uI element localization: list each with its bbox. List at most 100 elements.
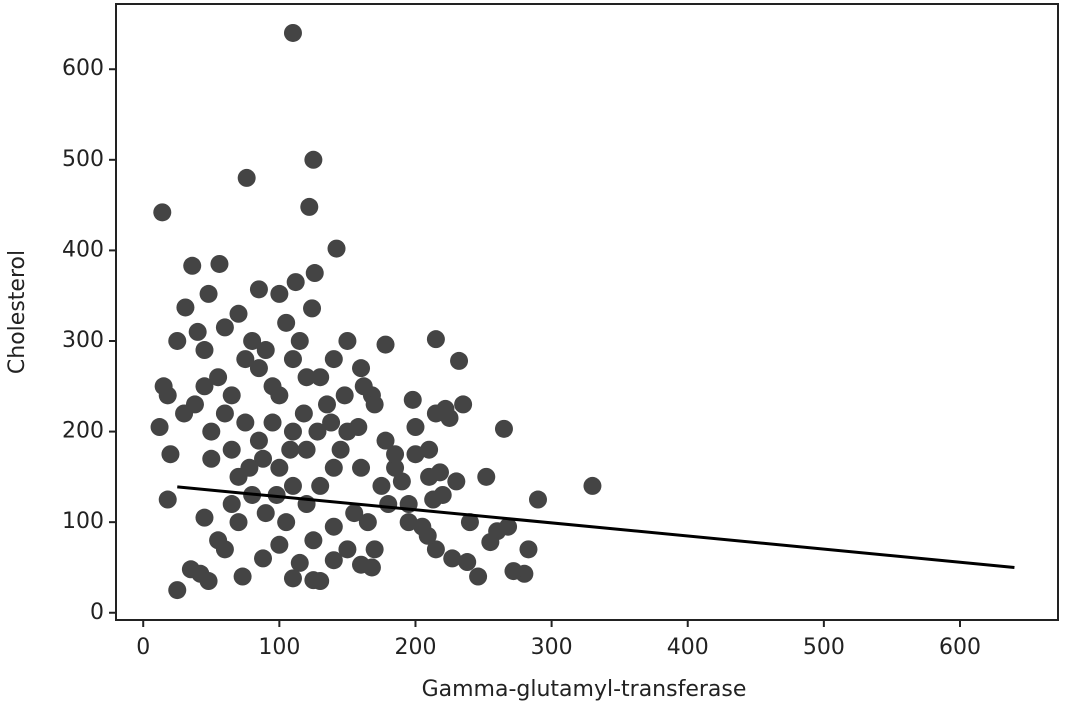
point (215, 318, 234, 337)
point (222, 495, 241, 514)
point (168, 581, 187, 600)
point (447, 472, 466, 491)
point (237, 168, 256, 187)
point (403, 390, 422, 409)
point (324, 551, 343, 570)
point (335, 386, 354, 405)
point (297, 368, 316, 387)
point (281, 440, 300, 459)
point (195, 377, 214, 396)
point (233, 567, 252, 586)
point (283, 476, 302, 495)
point (352, 359, 371, 378)
x-tick-label: 600 (939, 635, 981, 660)
point (304, 531, 323, 550)
point (443, 549, 462, 568)
point (338, 422, 357, 441)
x-tick-label: 300 (531, 635, 573, 660)
point (303, 299, 322, 318)
point (168, 331, 187, 350)
point (236, 350, 255, 369)
point (354, 377, 373, 396)
point (222, 440, 241, 459)
x-tick-label: 400 (667, 635, 709, 660)
point (311, 572, 330, 591)
point (300, 197, 319, 216)
point (153, 203, 172, 222)
point (317, 395, 336, 414)
point (256, 504, 275, 523)
point (158, 386, 177, 405)
point (338, 540, 357, 559)
point (222, 386, 241, 405)
y-tick-label: 600 (62, 56, 104, 81)
point (249, 359, 268, 378)
point (488, 522, 507, 541)
point (311, 368, 330, 387)
point (365, 395, 384, 414)
point (254, 449, 273, 468)
fit-line (177, 485, 1015, 569)
point (277, 513, 296, 532)
point (528, 490, 547, 509)
point (519, 540, 538, 559)
point (362, 558, 381, 577)
point (283, 23, 302, 42)
point (406, 418, 425, 437)
point (352, 458, 371, 477)
point (195, 508, 214, 527)
point (158, 490, 177, 509)
point (379, 495, 398, 514)
point (209, 368, 228, 387)
x-tick-label: 0 (136, 635, 150, 660)
y-tick-label: 400 (62, 237, 104, 262)
point (433, 485, 452, 504)
y-tick-label: 200 (62, 419, 104, 444)
point (195, 341, 214, 360)
point (270, 535, 289, 554)
point (294, 404, 313, 423)
point (254, 549, 273, 568)
point (236, 413, 255, 432)
point (324, 517, 343, 536)
point (150, 418, 169, 437)
point (454, 395, 473, 414)
point (420, 467, 439, 486)
point (283, 422, 302, 441)
point (188, 322, 207, 341)
point (469, 567, 488, 586)
point (270, 284, 289, 303)
point (176, 298, 195, 317)
point (406, 445, 425, 464)
point (324, 350, 343, 369)
point (426, 404, 445, 423)
point (249, 431, 268, 450)
point (270, 458, 289, 477)
point (386, 445, 405, 464)
point (199, 572, 218, 591)
point (202, 422, 221, 441)
point (277, 313, 296, 332)
point (263, 413, 282, 432)
x-tick-label: 500 (803, 635, 845, 660)
x-tick-label: 200 (394, 635, 436, 660)
point (392, 472, 411, 491)
point (290, 553, 309, 572)
point (331, 440, 350, 459)
point (249, 280, 268, 299)
point (345, 504, 364, 523)
y-tick-label: 500 (62, 147, 104, 172)
point (229, 304, 248, 323)
point (240, 458, 259, 477)
point (458, 553, 477, 572)
point (229, 513, 248, 532)
y-tick-label: 0 (90, 600, 104, 625)
point (338, 331, 357, 350)
point (202, 449, 221, 468)
point (386, 458, 405, 477)
point (450, 351, 469, 370)
y-tick-label: 300 (62, 328, 104, 353)
point (297, 440, 316, 459)
point (376, 431, 395, 450)
point (210, 254, 229, 273)
